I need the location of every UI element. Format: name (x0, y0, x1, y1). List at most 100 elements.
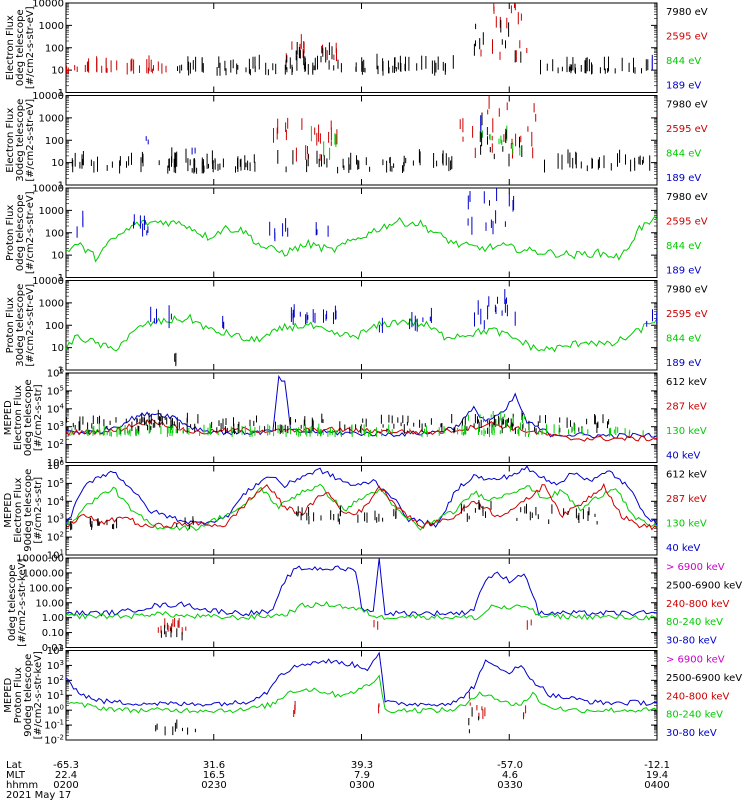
y-tick-label: 102 (47, 531, 64, 544)
y-tick-label: 105 (47, 384, 64, 397)
y-axis-title: Proton Flux (5, 297, 16, 353)
y-tick-label: 104 (47, 644, 65, 657)
legend-entry: > 6900 keV (666, 562, 725, 573)
legend-entry: 189 eV (666, 173, 701, 184)
series-spikes (76, 188, 515, 242)
y-tick-label: 101 (47, 549, 64, 562)
legend-entry: 240-800 keV (666, 691, 730, 702)
y-tick-label: 10000.00 (16, 554, 64, 565)
y-axis-title: 0deg telescope (7, 564, 18, 641)
y-axis-title: 90deg telescope (23, 469, 34, 552)
series-line (65, 215, 658, 263)
series-spikes (273, 95, 537, 162)
series-spikes (293, 691, 527, 720)
legend-entry: 130 keV (666, 426, 707, 437)
legend-entry: 189 eV (666, 358, 701, 369)
legend-entry: 2595 eV (666, 32, 708, 43)
y-tick-label: 104 (47, 495, 65, 508)
xaxis-date: 2021 May 17 (6, 790, 71, 800)
series-spikes (157, 618, 532, 635)
y-axis-title: [#/cm2-s-str-eV] (25, 99, 36, 182)
legend-entry: 844 eV (666, 56, 701, 67)
series-spikes (155, 707, 480, 736)
y-tick-label: 10 (51, 251, 64, 262)
mlt-value: 16.5 (203, 770, 225, 781)
y-axis-title: [#/cm2-s-str] (33, 477, 44, 544)
legend-entry: 7980 eV (666, 7, 708, 18)
series-line (65, 465, 658, 528)
legend-entry: 40 keV (666, 543, 700, 554)
y-axis-title: [#/cm2-s-str-eV] (25, 191, 36, 274)
panel-p6: 101 102 103 104 105 106 MEPED Electron Flux 90de… (3, 459, 707, 562)
series-line (65, 313, 658, 353)
y-tick-label: 10-2 (44, 734, 64, 747)
legend-entry: 30-80 keV (666, 728, 717, 739)
xaxis-row-label: MLT (6, 770, 26, 781)
y-tick-label: 10 (51, 343, 64, 354)
legend-entry: 287 keV (666, 402, 707, 413)
y-axis-title: 0deg telescope (15, 9, 26, 86)
legend-entry: 40 keV (666, 451, 700, 462)
y-axis-title: 30deg telescope (15, 99, 26, 182)
y-axis-title: MEPED (3, 492, 14, 527)
y-axis-title: [#/cm2-s-str-keV] (33, 651, 44, 739)
y-tick-label: 103 (47, 659, 64, 672)
y-tick-label: 104 (47, 402, 65, 415)
lat-value: -65.3 (53, 760, 79, 771)
legend-entry: 2595 eV (666, 309, 708, 320)
y-axis-title: [#/cm2-s-str-eV] (25, 284, 36, 367)
y-tick-label: 10.00 (35, 598, 64, 609)
lat-value: 31.6 (203, 760, 225, 771)
series-line (65, 483, 658, 532)
panel-frame (65, 95, 658, 186)
panel-p4: 1 10 100 1000 10000 Proton Flux 30deg telescop… (5, 276, 708, 377)
panel-frame (65, 372, 658, 463)
legend-entry: 612 keV (666, 377, 707, 388)
legend-entry: 30-80 keV (666, 636, 717, 647)
legend-entry: 844 eV (666, 149, 701, 160)
panel-frame (65, 557, 658, 648)
mlt-value: 19.4 (646, 770, 668, 781)
panel-p7: 0.01 0.10 1.00 10.00 100.00 1000.00 10000.000d… (7, 554, 742, 655)
panel-p8: 10-2 10-1 100 101 102 103 104 MEPED Proton Flux 9… (3, 644, 742, 747)
legend-entry: 7980 eV (666, 100, 708, 111)
legend-entry: 2500-6900 keV (666, 673, 742, 684)
y-tick-label: 1000 (39, 298, 64, 309)
y-tick-label: 0.01 (42, 643, 64, 654)
series-line (65, 482, 658, 531)
lat-value: 39.3 (351, 760, 373, 771)
y-axis-title: 30deg telescope (15, 284, 26, 367)
mlt-value: 22.4 (55, 770, 77, 781)
series-spikes (160, 624, 183, 641)
time-value: 0200 (53, 780, 78, 791)
panel-frame (65, 465, 658, 556)
y-tick-label: 10-1 (44, 719, 64, 732)
y-tick-label: 1 (58, 88, 64, 99)
y-tick-label: 1000 (39, 113, 64, 124)
y-tick-label: 10000 (32, 276, 64, 287)
legend-entry: 7980 eV (666, 192, 708, 203)
panel-p5: 101 102 103 104 105 106 MEPED Electron Flux 0deg… (3, 367, 707, 470)
y-tick-label: 10000 (32, 0, 64, 10)
y-axis-title: Electron Flux (5, 108, 16, 173)
series-spikes (65, 500, 598, 531)
series-line (65, 601, 658, 621)
y-axis-title: 0deg telescope (23, 379, 34, 456)
time-value: 0300 (349, 780, 374, 791)
legend-entry: 80-240 keV (666, 710, 723, 721)
y-axis-title: Electron Flux (13, 385, 24, 450)
legend-entry: 240-800 keV (666, 599, 730, 610)
xaxis-row-label: Lat (6, 760, 22, 771)
y-tick-label: 100 (45, 321, 64, 332)
y-axis-title: MEPED (3, 677, 14, 712)
panel-frame (65, 650, 658, 741)
y-tick-label: 101 (47, 689, 64, 702)
y-axis-title: [#/cm2-s-str-keV] (17, 559, 28, 647)
legend-entry: 2595 eV (666, 217, 708, 228)
y-tick-label: 100 (47, 704, 64, 717)
y-tick-label: 103 (47, 420, 64, 433)
legend-entry: 130 keV (666, 519, 707, 530)
legend-entry: 612 keV (666, 470, 707, 481)
